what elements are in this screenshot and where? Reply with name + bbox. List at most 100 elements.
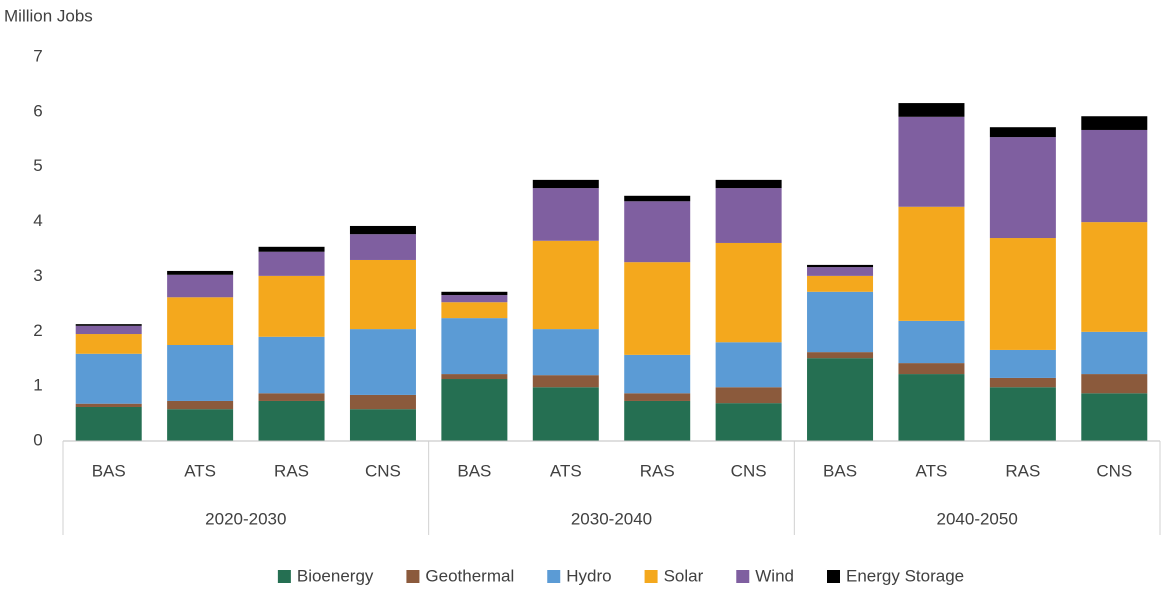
y-tick-label: 6 (33, 101, 42, 120)
x-tick-label: ATS (184, 461, 216, 480)
bar-segment (1081, 374, 1148, 394)
x-tick-label: RAS (640, 461, 675, 480)
x-tick-label: ATS (550, 461, 582, 480)
bar-segment (898, 363, 965, 375)
bar-segment (167, 270, 234, 275)
bar-segment (1081, 331, 1148, 375)
x-tick-label: CNS (365, 461, 401, 480)
x-tick-label: CNS (731, 461, 767, 480)
bar-segment (989, 127, 1056, 138)
bar-segment (807, 275, 874, 292)
bar-segment (441, 374, 508, 380)
group-label: 2030-2040 (571, 509, 652, 528)
bar-segment (349, 409, 416, 441)
bar-segment (898, 374, 965, 441)
legend-swatch (547, 570, 561, 583)
bar-segment (807, 358, 874, 441)
bar-segment (624, 400, 691, 441)
legend-label: Wind (755, 566, 794, 585)
x-tick-label: RAS (274, 461, 309, 480)
x-tick-label: ATS (916, 461, 948, 480)
bar-segment (532, 387, 599, 441)
bar-segment (989, 377, 1056, 388)
bar-segment (989, 238, 1056, 350)
y-tick-label: 2 (33, 321, 42, 340)
bar-segment (1081, 222, 1148, 332)
bar-segment (807, 352, 874, 359)
bar-segment (1081, 129, 1148, 223)
bar-segment (898, 103, 965, 117)
bar-segment (167, 297, 234, 345)
bar-segment (75, 334, 142, 354)
y-axis-label: Million Jobs (4, 6, 93, 25)
y-tick-label: 0 (33, 430, 42, 449)
bar-segment (715, 387, 782, 404)
legend-label: Solar (664, 566, 704, 585)
bar-segment (989, 387, 1056, 441)
bar-segment (167, 345, 234, 401)
bar-segment (1081, 393, 1148, 441)
bar-segment (258, 251, 325, 276)
bar-segment (258, 246, 325, 252)
bar-segment (807, 264, 874, 268)
bar-segment (624, 201, 691, 263)
bar-segment (715, 188, 782, 243)
bar-segment (441, 295, 508, 303)
bar-segment (624, 262, 691, 355)
legend-label: Geothermal (425, 566, 514, 585)
bar-segment (624, 195, 691, 202)
bar-segment (349, 259, 416, 330)
x-tick-label: BAS (823, 461, 857, 480)
legend-swatch (736, 570, 750, 583)
y-tick-label: 1 (33, 376, 42, 395)
y-tick-label: 7 (33, 46, 42, 65)
bar-segment (807, 291, 874, 353)
bar-segment (532, 240, 599, 330)
bar-segment (807, 267, 874, 276)
bar-segment (167, 409, 234, 441)
y-tick-label: 3 (33, 266, 42, 285)
bar-segment (258, 400, 325, 441)
bar-segment (75, 406, 142, 441)
bar-segment (441, 302, 508, 319)
x-tick-label: CNS (1096, 461, 1132, 480)
bar-segment (75, 325, 142, 335)
bar-segment (532, 188, 599, 241)
bar-segment (989, 349, 1056, 378)
bar-segment (624, 354, 691, 394)
bar-segment (898, 320, 965, 364)
bar-segment (715, 403, 782, 441)
bar-segment (898, 116, 965, 207)
bar-segment (167, 400, 234, 410)
bar-segment (1081, 116, 1148, 130)
bar-segment (441, 379, 508, 441)
bar-segment (258, 336, 325, 394)
legend-swatch (644, 570, 658, 583)
bar-segment (258, 393, 325, 401)
legend-swatch (277, 570, 291, 583)
bar-segment (532, 329, 599, 376)
bar-segment (715, 342, 782, 388)
legend-label: Energy Storage (846, 566, 964, 585)
group-label: 2040-2050 (937, 509, 1018, 528)
bar-segment (167, 274, 234, 298)
bar-segment (75, 324, 142, 326)
bar-segment (75, 403, 142, 407)
legend-label: Hydro (566, 566, 611, 585)
bar-segment (532, 375, 599, 388)
bar-segment (441, 318, 508, 375)
legend-swatch (406, 570, 420, 583)
bar-segment (258, 275, 325, 337)
bar-segment (715, 179, 782, 189)
bar-segment (624, 393, 691, 401)
x-tick-label: RAS (1005, 461, 1040, 480)
group-label: 2020-2030 (205, 509, 286, 528)
bar-segment (532, 179, 599, 189)
legend-swatch (827, 570, 841, 583)
legend-label: Bioenergy (297, 566, 374, 585)
bar-segment (349, 329, 416, 395)
bar-segment (75, 353, 142, 404)
x-tick-label: BAS (92, 461, 126, 480)
bar-segment (349, 225, 416, 235)
